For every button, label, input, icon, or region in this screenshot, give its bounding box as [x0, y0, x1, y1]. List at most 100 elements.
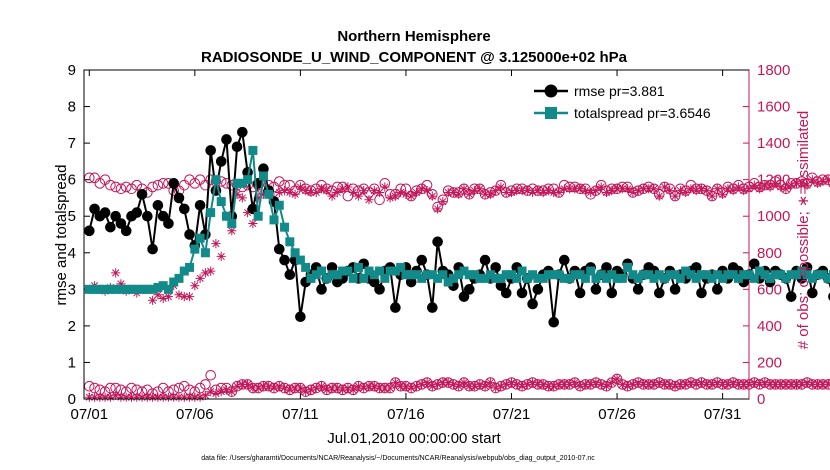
obs-possible-point [99, 174, 111, 185]
obs-assimilated-point [232, 381, 242, 391]
obs-assimilated-point [586, 187, 596, 198]
obs-assimilated-point [111, 390, 121, 400]
obs-assimilated-point [660, 182, 670, 192]
obs-assimilated-point [338, 184, 348, 194]
obs-assimilated-point [549, 381, 559, 391]
obs-assimilated-point [396, 381, 406, 391]
obs-assimilated-point [522, 186, 532, 196]
obs-assimilated-point [406, 383, 416, 393]
obs-assimilated-point [369, 186, 379, 196]
y2-tick-label: 800 [757, 245, 782, 262]
totalspread-point [654, 270, 664, 280]
y2-tick-label: 1400 [757, 135, 790, 152]
rmse-point [416, 254, 428, 266]
obs-assimilated-point [322, 385, 332, 395]
totalspread-point [792, 270, 801, 280]
y2-tick-label: 200 [757, 354, 782, 371]
obs-assimilated-point [807, 379, 817, 389]
obs-assimilated-point [280, 383, 290, 393]
totalspread-point [660, 273, 670, 283]
rmse-point [690, 262, 702, 273]
totalspread-point [142, 284, 152, 294]
obs-assimilated-point [163, 292, 173, 302]
obs-assimilated-point [649, 379, 659, 389]
obs-assimilated-point [422, 377, 432, 388]
obs-assimilated-point [491, 383, 501, 393]
obs-possible-point [706, 190, 718, 202]
obs-assimilated-point [538, 379, 548, 389]
obs-assimilated-point [543, 381, 553, 391]
totalspread-point [417, 273, 427, 283]
totalspread-point [211, 175, 221, 185]
totalspread-point [739, 270, 749, 280]
obs-assimilated-point [744, 184, 754, 194]
totalspread-point [475, 273, 485, 283]
obs-assimilated-point [665, 379, 675, 389]
y2-tick-label: 600 [757, 281, 782, 298]
rmse-point [120, 225, 132, 237]
obs-assimilated-point [459, 184, 469, 194]
obs-assimilated-point [311, 187, 321, 198]
rmse-point [115, 218, 127, 229]
obs-assimilated-point [327, 191, 337, 201]
obs-assimilated-point [802, 377, 812, 388]
totalspread-point [712, 270, 722, 280]
obs-assimilated-point [427, 381, 437, 391]
legend-spread-label: totalspread pr=3.6546 [574, 105, 711, 121]
totalspread-point [538, 273, 548, 283]
obs-assimilated-point [702, 186, 712, 196]
totalspread-point [818, 270, 828, 280]
totalspread-point [338, 266, 348, 276]
obs-assimilated-point [628, 187, 638, 198]
obs-assimilated-point [686, 184, 696, 194]
obs-assimilated-point [327, 383, 337, 393]
obs-assimilated-point [301, 186, 311, 196]
obs-assimilated-point [707, 379, 717, 389]
totalspread-point [137, 284, 147, 294]
legend-rmse-label: rmse pr=3.881 [574, 83, 665, 99]
totalspread-point [586, 266, 596, 276]
obs-possible-point [120, 181, 132, 193]
totalspread-point [733, 273, 743, 283]
y-axis-label: rmse and totalspread [53, 165, 70, 306]
obs-assimilated-point [802, 180, 812, 190]
obs-assimilated-point [786, 180, 796, 190]
obs-assimilated-point [496, 381, 506, 391]
obs-assimilated-point [665, 186, 675, 196]
totalspread-point [422, 270, 432, 280]
obs-possible-point [463, 188, 475, 200]
obs-assimilated-point [480, 381, 490, 391]
totalspread-point [464, 270, 474, 280]
obs-assimilated-point [628, 379, 638, 389]
obs-assimilated-point [591, 377, 601, 388]
obs-assimilated-point [580, 379, 590, 389]
totalspread-point [512, 273, 522, 283]
rmse-point [500, 287, 512, 299]
obs-assimilated-point [702, 379, 712, 389]
rmse-point [574, 287, 586, 299]
obs-possible-point [200, 379, 211, 390]
obs-assimilated-point [749, 180, 759, 190]
obs-assimilated-point [274, 187, 284, 198]
obs-assimilated-point [290, 189, 300, 199]
rmse-point [427, 302, 438, 313]
obs-assimilated-point [264, 381, 274, 391]
rmse-point [558, 254, 570, 266]
obs-assimilated-point [770, 178, 780, 188]
rmse-point [653, 287, 665, 299]
rmse-point [178, 203, 190, 215]
obs-assimilated-point [765, 182, 775, 192]
rmse-point [326, 262, 338, 273]
totalspread-point [327, 270, 337, 280]
legend: rmse pr=3.881 totalspread pr=3.6546 [528, 76, 734, 124]
obs-assimilated-point [675, 186, 685, 196]
obs-assimilated-point [253, 383, 263, 393]
obs-assimilated-point [248, 383, 258, 393]
obs-assimilated-point [411, 381, 422, 391]
totalspread-point [253, 211, 263, 221]
plot-area: 0123456789020040060080010001200140016001… [68, 62, 830, 423]
obs-assimilated-point [517, 186, 527, 196]
obs-possible-point [178, 179, 190, 191]
rmse-point [601, 262, 612, 273]
obs-assimilated-point [543, 186, 553, 196]
